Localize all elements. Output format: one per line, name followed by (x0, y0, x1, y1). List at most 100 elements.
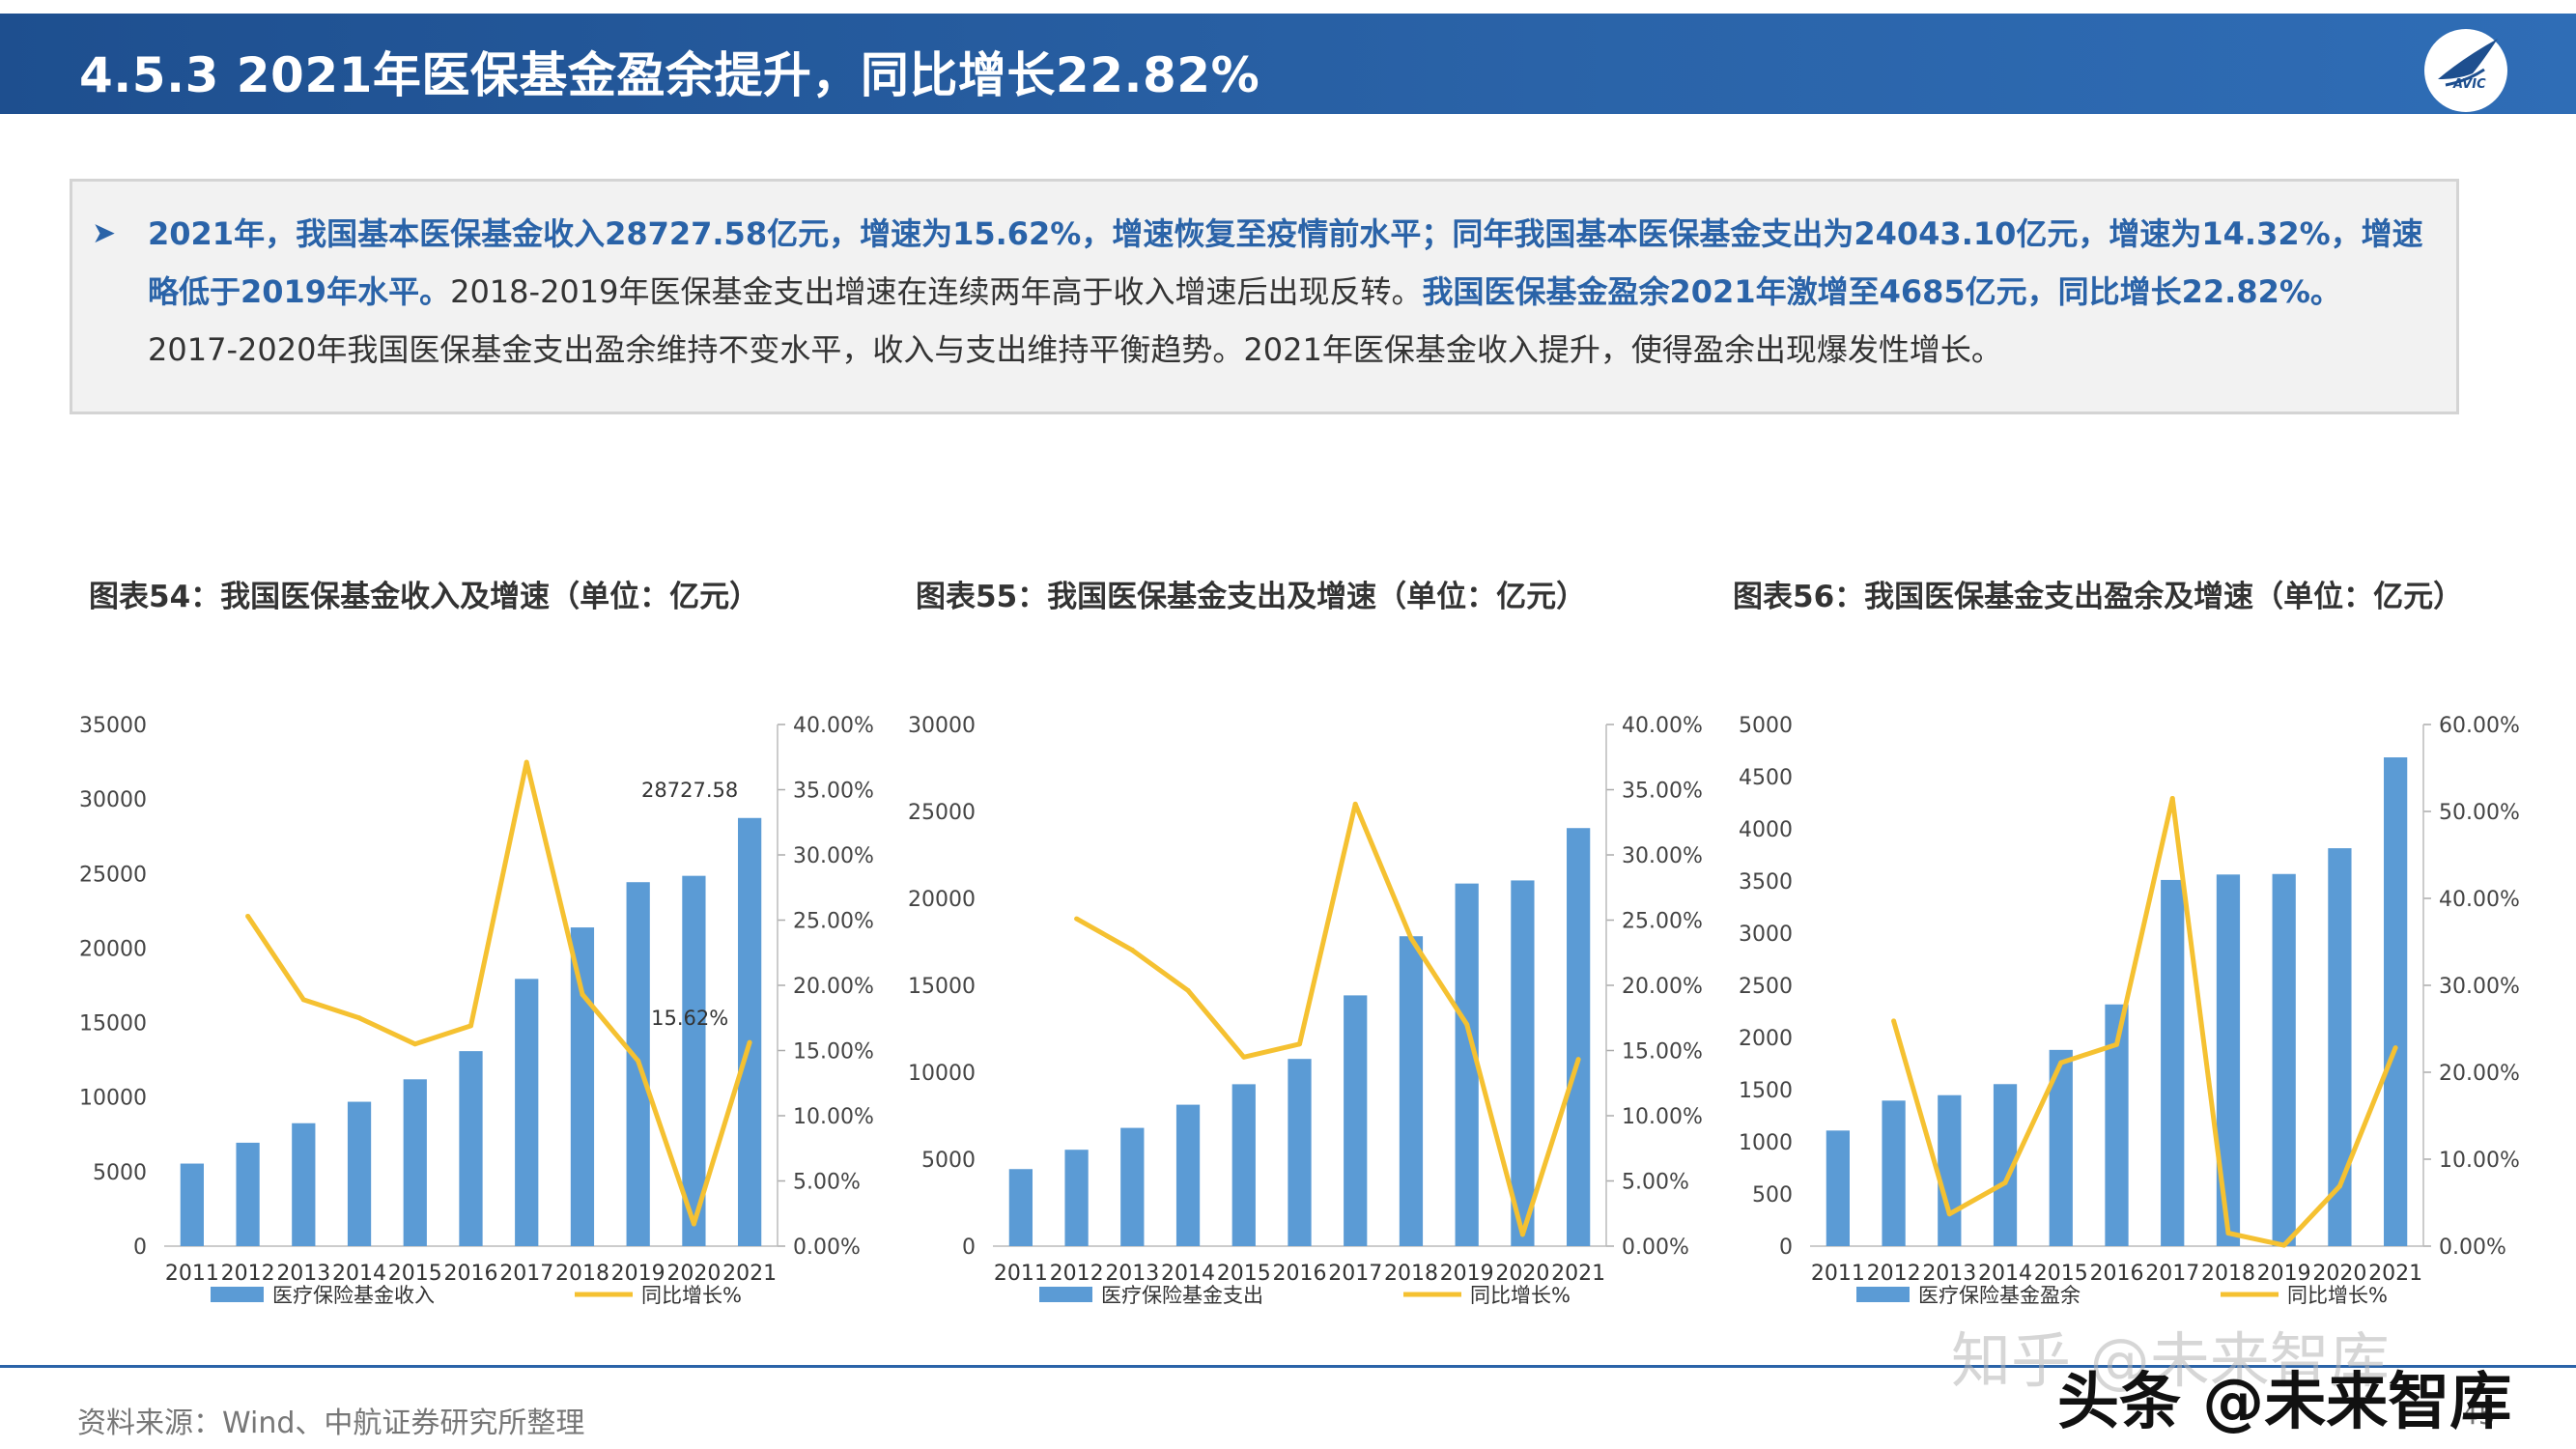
y2-tick-label: 25.00% (1622, 910, 1703, 934)
growth-point (580, 991, 585, 997)
x-tick-label: 2019 (611, 1262, 665, 1286)
chart-title-55: 图表55：我国医保基金支出及增速（单位：亿元） (916, 580, 1587, 614)
y2-tick-label: 50.00% (2439, 801, 2520, 825)
y-tick-label: 25000 (79, 863, 147, 887)
bar (1288, 1059, 1312, 1246)
bar (180, 1163, 204, 1246)
summary-box: ➤ 2021年，我国基本医保基金收入28727.58亿元，增速为15.62%，增… (70, 179, 2459, 414)
y-tick-label: 1500 (1739, 1079, 1793, 1103)
growth-line (245, 759, 752, 1227)
y-tick-label: 2500 (1739, 975, 1793, 999)
y-tick-label: 0 (962, 1236, 976, 1260)
growth-point (2169, 796, 2175, 801)
y2-tick-label: 10.00% (793, 1105, 874, 1129)
x-tick-label: 2021 (1551, 1262, 1605, 1286)
y-tick-label: 500 (1752, 1183, 1793, 1208)
x-tick-label: 2019 (2257, 1262, 2311, 1286)
summary-segment-1: 2021年，我国基本医保基金收入28727.58亿元，增速为15.62%，增速恢… (148, 215, 2423, 310)
x-tick-label: 2021 (2368, 1262, 2422, 1286)
legend-bar-swatch (211, 1287, 264, 1302)
y2-tick-label: 0.00% (793, 1236, 861, 1260)
toutiao-watermark: 头条 @未来智库 (2057, 1367, 2512, 1438)
growth-point (747, 1039, 752, 1045)
y-tick-label: 15000 (79, 1012, 147, 1037)
data-label: 15.62% (651, 1007, 728, 1030)
y-tick-label: 30000 (79, 788, 147, 812)
surplus-chart: 0 500 1000 1500 2000 2500 3000 3500 4000 4500 5000… (1739, 714, 2520, 1307)
growth-point (1575, 1057, 1581, 1063)
bar (292, 1122, 316, 1246)
x-tick-label: 2019 (1440, 1262, 1494, 1286)
bar (459, 1051, 483, 1246)
y-tick-label: 4500 (1739, 766, 1793, 790)
y2-tick-label: 15.00% (1622, 1040, 1703, 1065)
x-tick-label: 2017 (2145, 1262, 2199, 1286)
y2-tick-label: 30.00% (1622, 844, 1703, 868)
growth-point (1352, 801, 1358, 807)
legend-label: 医疗保险基金收入 (272, 1284, 435, 1307)
chart-title-56: 图表56：我国医保基金支出盈余及增速（单位：亿元） (1733, 580, 2464, 614)
bar (1120, 1127, 1145, 1246)
x-tick-label: 2011 (994, 1262, 1048, 1286)
x-tick-label: 2013 (1105, 1262, 1159, 1286)
summary-segment-4: 2017-2020年我国医保基金支出盈余维持不变水平，收入与支出维持平衡趋势。2… (148, 331, 2002, 368)
growth-point (356, 1015, 362, 1021)
bar (1008, 1169, 1033, 1246)
bar (1175, 1104, 1201, 1246)
summary-text: 2021年，我国基本医保基金收入28727.58亿元，增速为15.62%，增速恢… (148, 205, 2439, 379)
bar (347, 1101, 372, 1246)
x-tick-label: 2017 (499, 1262, 553, 1286)
growth-point (691, 1221, 696, 1227)
growth-point (468, 1023, 473, 1029)
x-tick-label: 2012 (1050, 1262, 1104, 1286)
growth-point (2336, 1183, 2342, 1189)
bar (570, 927, 595, 1246)
x-tick-label: 2017 (1328, 1262, 1382, 1286)
source-note: 资料来源：Wind、中航证券研究所整理 (77, 1406, 585, 1440)
y2-tick-label: 35.00% (1622, 780, 1703, 804)
y-tick-label: 3000 (1739, 923, 1793, 947)
bar (2272, 873, 2296, 1246)
growth-point (524, 759, 529, 765)
y2-tick-label: 25.00% (793, 910, 874, 934)
page-title: 4.5.3 2021年医保基金盈余提升，同比增长22.82% (79, 47, 1260, 103)
legend-label: 医疗保险基金支出 (1101, 1284, 1263, 1307)
y-tick-label: 35000 (79, 714, 147, 738)
x-tick-label: 2015 (2034, 1262, 2088, 1286)
x-tick-label: 2016 (2090, 1262, 2144, 1286)
header-bar: 4.5.3 2021年医保基金盈余提升，同比增长22.82% AVIC (0, 14, 2576, 114)
zhihu-watermark: 知乎 @未来智库 (1951, 1325, 2390, 1396)
bar (2216, 874, 2241, 1246)
bar (1455, 883, 1479, 1246)
y2-tick-label: 20.00% (793, 975, 874, 999)
bar (1567, 828, 1591, 1246)
y2-tick-label: 10.00% (2439, 1149, 2520, 1173)
y-tick-label: 0 (1779, 1236, 1793, 1260)
y-tick-label: 3500 (1739, 870, 1793, 895)
x-tick-label: 2015 (388, 1262, 442, 1286)
x-tick-label: 2015 (1217, 1262, 1271, 1286)
y-tick-label: 4000 (1739, 818, 1793, 842)
y-tick-label: 5000 (921, 1149, 976, 1173)
growth-point (2002, 1179, 2008, 1185)
x-tick-label: 2020 (1495, 1262, 1549, 1286)
growth-line (1075, 801, 1581, 1237)
growth-point (1129, 948, 1135, 953)
x-tick-label: 2011 (165, 1262, 219, 1286)
x-tick-label: 2011 (1811, 1262, 1865, 1286)
y-tick-label: 25000 (908, 801, 976, 825)
bar (682, 875, 706, 1246)
growth-line (1891, 796, 2398, 1248)
bar (1064, 1150, 1089, 1246)
y-tick-label: 1000 (1739, 1131, 1793, 1155)
growth-point (1241, 1054, 1247, 1060)
y2-tick-label: 20.00% (2439, 1062, 2520, 1086)
x-tick-label: 2016 (444, 1262, 498, 1286)
bar (738, 817, 762, 1246)
y2-tick-label: 40.00% (2439, 888, 2520, 912)
y2-tick-label: 30.00% (793, 844, 874, 868)
bar (2161, 879, 2185, 1246)
x-tick-label: 2013 (276, 1262, 330, 1286)
x-tick-label: 2018 (1384, 1262, 1438, 1286)
y2-tick-label: 20.00% (1622, 975, 1703, 999)
